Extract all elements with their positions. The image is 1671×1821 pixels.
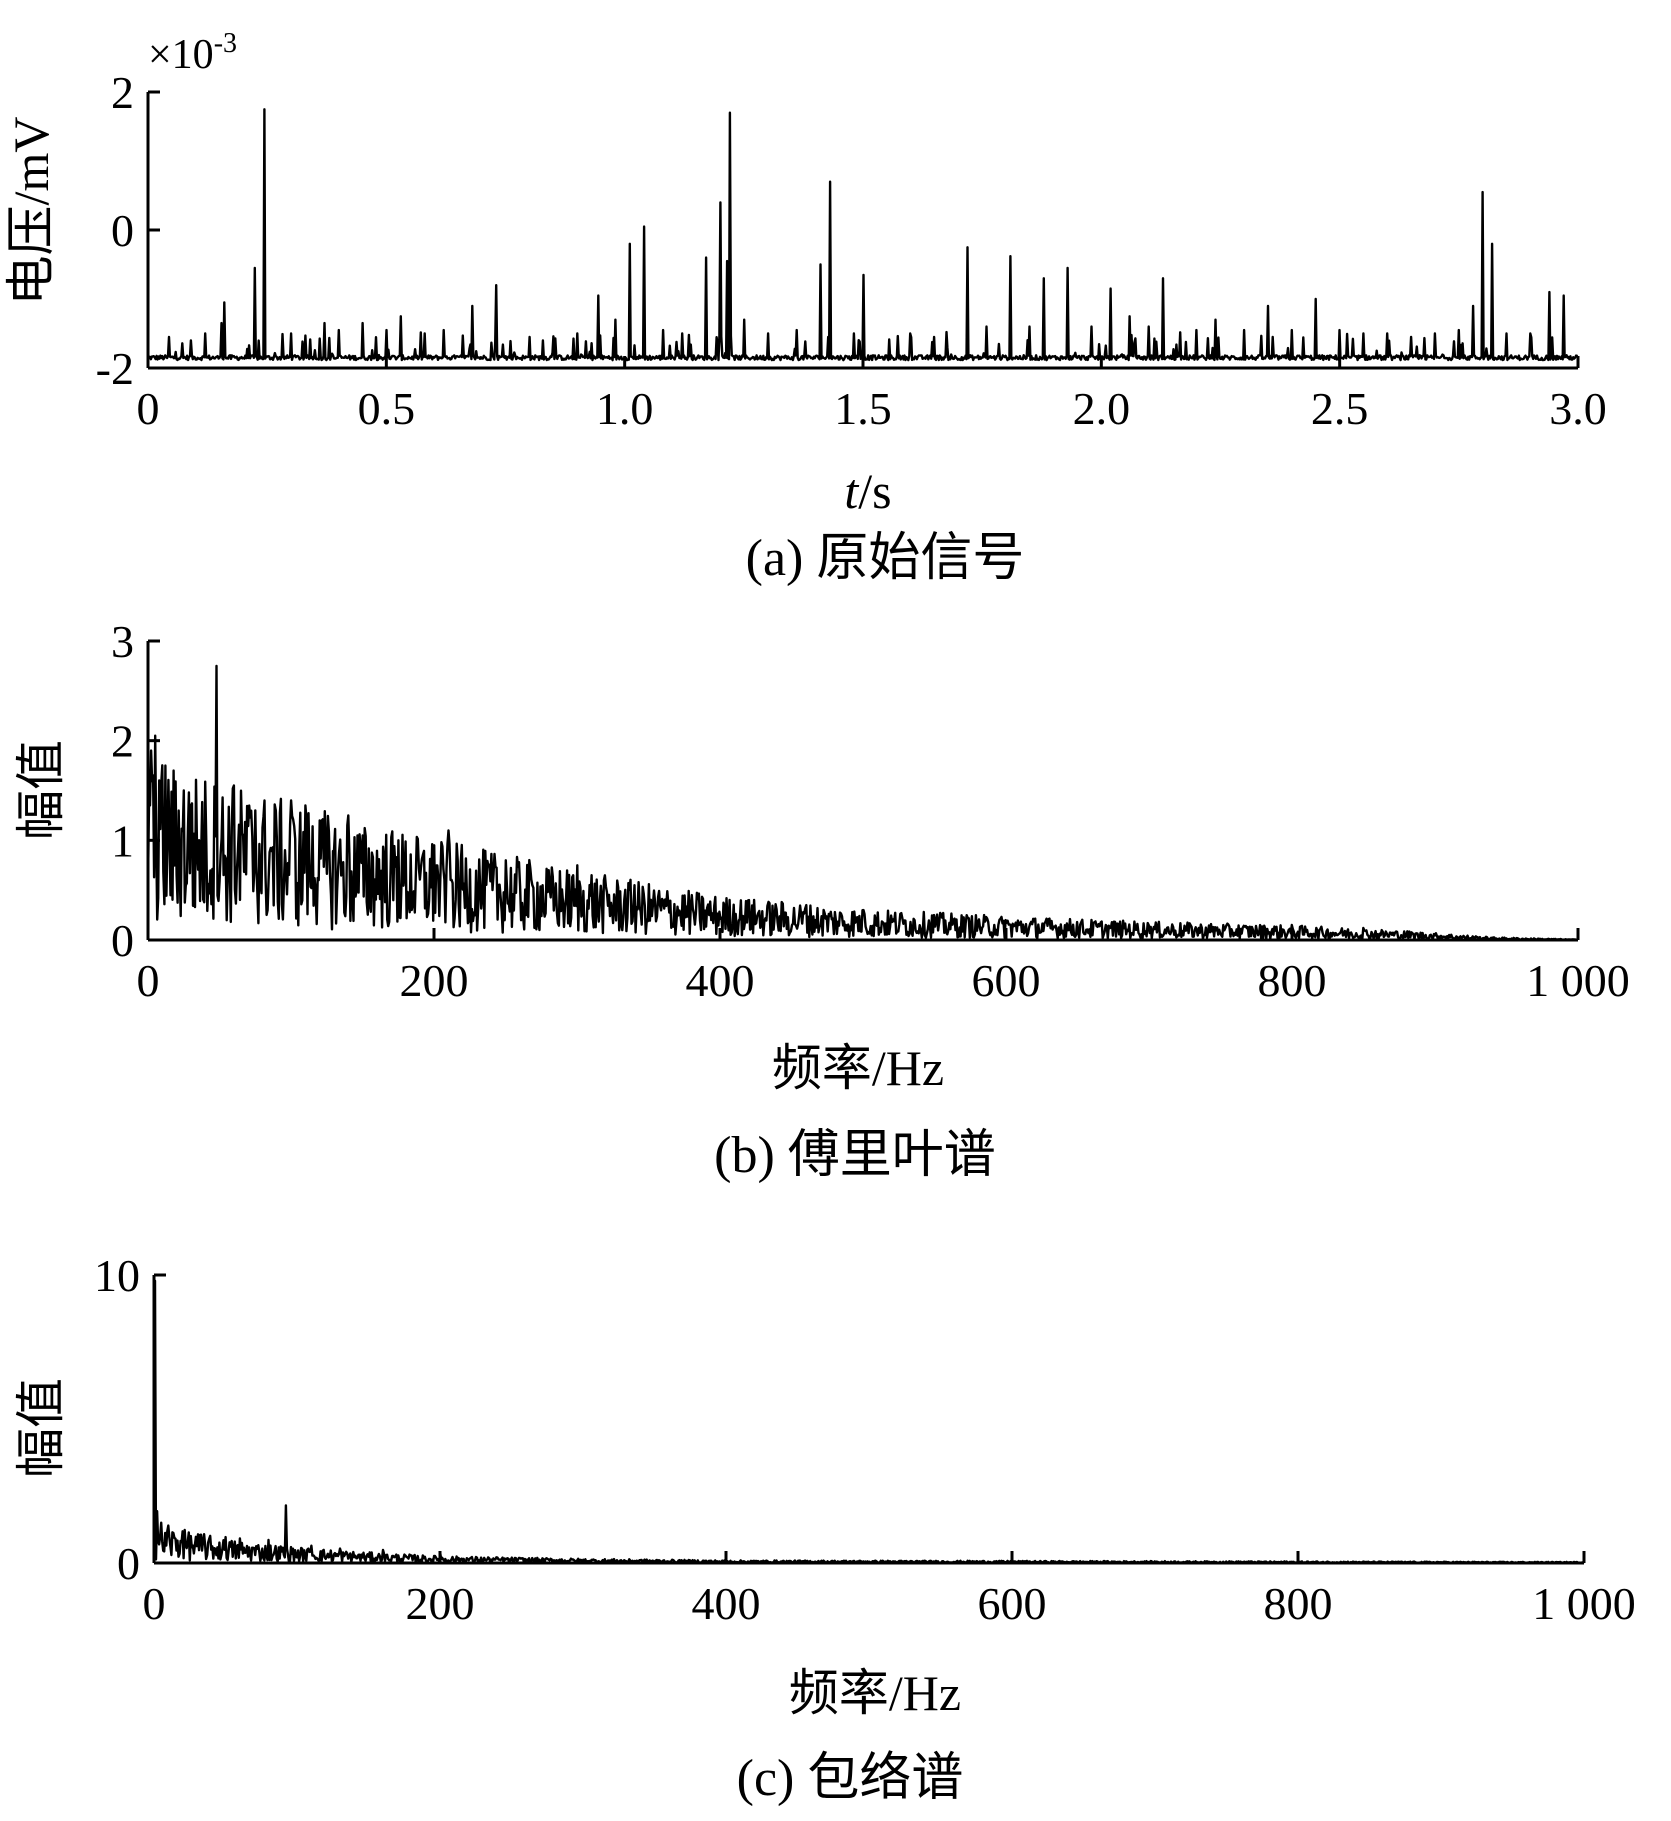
c-ytick-label: 10 bbox=[94, 1250, 140, 1301]
a-multiplier-base: ×10 bbox=[148, 32, 214, 78]
c-caption: (c) 包络谱 bbox=[737, 1750, 964, 1807]
a-xtick-label: 2.0 bbox=[1073, 383, 1131, 434]
b-xtick-label: 600 bbox=[972, 955, 1041, 1006]
a-xtick-label: 1.0 bbox=[596, 383, 654, 434]
a-xtick-label: 0.5 bbox=[358, 383, 416, 434]
b-xtick-label: 200 bbox=[400, 955, 469, 1006]
c-envelope-line bbox=[152, 1279, 1585, 1565]
panel-a: 0 0.5 1.0 1.5 2.0 2.5 3.0-202 ×10-3 电压/mV t/s … bbox=[3, 28, 1607, 587]
c-ylabel: 幅值 bbox=[13, 1378, 69, 1478]
b-xtick-label: 0 bbox=[137, 955, 160, 1006]
b-axes: 0 200 400 600 800 1 000 0 1 2 3 bbox=[111, 616, 1630, 1006]
a-ytick-label: 2 bbox=[111, 67, 134, 118]
a-xlabel-rest: /s bbox=[858, 463, 891, 519]
c-xtick-label: 400 bbox=[692, 1578, 761, 1629]
b-xlabel: 频率/Hz bbox=[772, 1040, 944, 1096]
c-xtick-label: 0 bbox=[143, 1578, 166, 1629]
a-multiplier-exp: -3 bbox=[214, 28, 237, 59]
a-ytick-label: -2 bbox=[96, 343, 134, 394]
panel-b: 0 200 400 600 800 1 000 0 1 2 3 幅值 频率/Hz (b) 傅里叶谱 bbox=[13, 616, 1630, 1184]
c-xlabel: 频率/Hz bbox=[789, 1665, 961, 1721]
a-xtick-label: 2.5 bbox=[1311, 383, 1369, 434]
a-signal-line bbox=[147, 108, 1579, 362]
a-xtick-label: 0 bbox=[137, 383, 160, 434]
b-xtick-label: 800 bbox=[1258, 955, 1327, 1006]
a-axes: 0 0.5 1.0 1.5 2.0 2.5 3.0-202 bbox=[96, 67, 1607, 434]
b-ytick-label: 3 bbox=[111, 616, 134, 667]
a-caption: (a) 原始信号 bbox=[746, 530, 1025, 587]
c-xtick-label: 1 000 bbox=[1532, 1578, 1636, 1629]
a-multiplier: ×10-3 bbox=[148, 28, 237, 78]
b-caption: (b) 傅里叶谱 bbox=[714, 1127, 996, 1184]
a-ytick-label: 0 bbox=[111, 205, 134, 256]
b-ytick-label: 0 bbox=[111, 915, 134, 966]
a-ylabel: 电压/mV bbox=[3, 117, 59, 306]
c-axes: 0 200 400 600 800 1 000 0 10 bbox=[94, 1250, 1636, 1629]
panel-c: 0 200 400 600 800 1 000 0 10 幅值 频率/Hz (c) 包络谱 bbox=[13, 1250, 1636, 1807]
b-ylabel: 幅值 bbox=[13, 740, 69, 840]
c-xtick-label: 600 bbox=[978, 1578, 1047, 1629]
a-xtick-label: 1.5 bbox=[834, 383, 892, 434]
a-xlabel-italic: t bbox=[844, 463, 859, 519]
a-xlabel: t/s bbox=[844, 463, 891, 519]
b-ytick-label: 2 bbox=[111, 716, 134, 767]
b-spectrum-line bbox=[146, 664, 1579, 942]
b-ytick-label: 1 bbox=[111, 815, 134, 866]
c-xtick-label: 200 bbox=[406, 1578, 475, 1629]
b-xtick-label: 1 000 bbox=[1526, 955, 1630, 1006]
c-ytick-label: 0 bbox=[117, 1538, 140, 1589]
b-xtick-label: 400 bbox=[686, 955, 755, 1006]
a-xtick-label: 3.0 bbox=[1549, 383, 1607, 434]
c-xtick-label: 800 bbox=[1264, 1578, 1333, 1629]
